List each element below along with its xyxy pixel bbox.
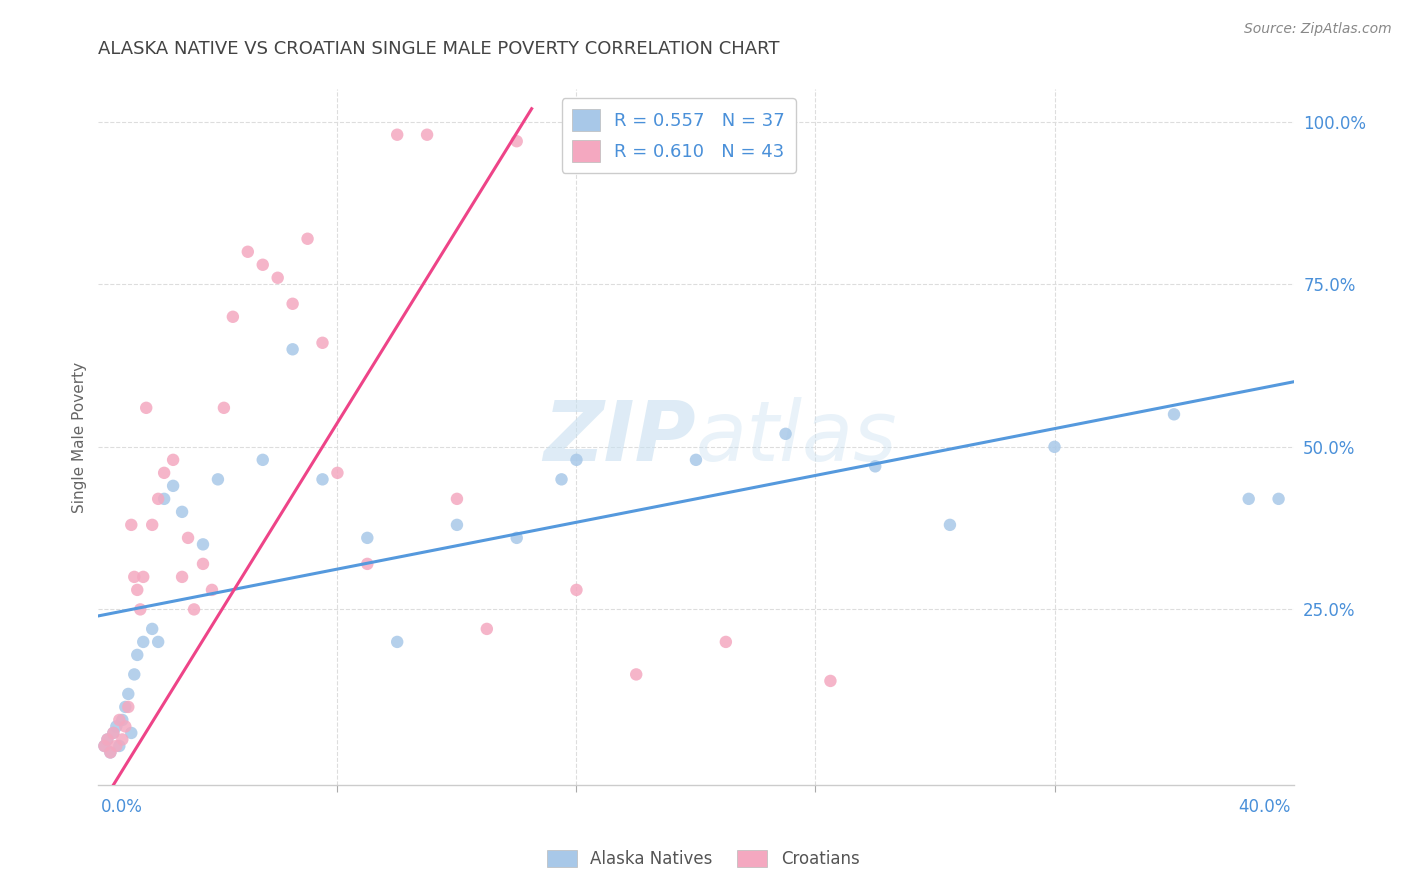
Point bbox=[103, 726, 125, 740]
Text: ZIP: ZIP bbox=[543, 397, 696, 477]
Point bbox=[775, 426, 797, 441]
Point bbox=[105, 719, 128, 733]
Y-axis label: Single Male Poverty: Single Male Poverty bbox=[72, 361, 87, 513]
Point bbox=[114, 700, 136, 714]
Point bbox=[416, 128, 439, 142]
Point bbox=[385, 635, 409, 649]
Point bbox=[475, 622, 498, 636]
Point bbox=[212, 401, 235, 415]
Point bbox=[148, 635, 170, 649]
Point bbox=[148, 491, 170, 506]
Point bbox=[111, 732, 134, 747]
Text: 0.0%: 0.0% bbox=[101, 797, 143, 815]
Point bbox=[172, 570, 194, 584]
Point bbox=[124, 667, 146, 681]
Point bbox=[446, 517, 468, 532]
Point bbox=[120, 517, 142, 532]
Point bbox=[103, 726, 125, 740]
Point bbox=[117, 700, 139, 714]
Point bbox=[565, 453, 588, 467]
Legend: R = 0.557   N = 37, R = 0.610   N = 43: R = 0.557 N = 37, R = 0.610 N = 43 bbox=[561, 98, 796, 173]
Point bbox=[135, 401, 157, 415]
Point bbox=[550, 472, 572, 486]
Point bbox=[1163, 407, 1185, 421]
Point bbox=[120, 726, 142, 740]
Point bbox=[356, 557, 378, 571]
Point bbox=[820, 673, 842, 688]
Point bbox=[252, 258, 274, 272]
Point bbox=[281, 343, 304, 357]
Point bbox=[326, 466, 349, 480]
Point bbox=[865, 459, 887, 474]
Point bbox=[108, 713, 131, 727]
Point bbox=[191, 537, 214, 551]
Point bbox=[98, 746, 122, 760]
Point bbox=[624, 667, 647, 681]
Point bbox=[311, 335, 333, 350]
Point bbox=[385, 128, 409, 142]
Point bbox=[236, 244, 259, 259]
Text: 40.0%: 40.0% bbox=[1239, 797, 1291, 815]
Point bbox=[117, 687, 139, 701]
Legend: Alaska Natives, Croatians: Alaska Natives, Croatians bbox=[540, 843, 866, 875]
Text: ALASKA NATIVE VS CROATIAN SINGLE MALE POVERTY CORRELATION CHART: ALASKA NATIVE VS CROATIAN SINGLE MALE PO… bbox=[98, 40, 780, 58]
Point bbox=[1043, 440, 1066, 454]
Point bbox=[685, 453, 707, 467]
Point bbox=[141, 622, 163, 636]
Point bbox=[124, 570, 146, 584]
Point bbox=[127, 648, 149, 662]
Point bbox=[939, 517, 962, 532]
Point bbox=[297, 232, 319, 246]
Point bbox=[162, 479, 184, 493]
Point bbox=[1237, 491, 1260, 506]
Point bbox=[506, 134, 529, 148]
Text: Source: ZipAtlas.com: Source: ZipAtlas.com bbox=[1244, 22, 1392, 37]
Point bbox=[177, 531, 200, 545]
Point bbox=[356, 531, 378, 545]
Point bbox=[172, 505, 194, 519]
Point bbox=[127, 582, 149, 597]
Point bbox=[153, 466, 176, 480]
Point bbox=[153, 491, 176, 506]
Point bbox=[132, 570, 155, 584]
Point bbox=[252, 453, 274, 467]
Point bbox=[714, 635, 737, 649]
Point bbox=[114, 719, 136, 733]
Point bbox=[201, 582, 224, 597]
Point bbox=[506, 531, 529, 545]
Point bbox=[132, 635, 155, 649]
Point bbox=[105, 739, 128, 753]
Point bbox=[565, 582, 588, 597]
Point bbox=[1267, 491, 1289, 506]
Point bbox=[281, 297, 304, 311]
Text: atlas: atlas bbox=[696, 397, 897, 477]
Point bbox=[93, 739, 115, 753]
Point bbox=[108, 739, 131, 753]
Point bbox=[222, 310, 245, 324]
Point bbox=[111, 713, 134, 727]
Point bbox=[267, 270, 290, 285]
Point bbox=[141, 517, 163, 532]
Point bbox=[446, 491, 468, 506]
Point bbox=[96, 732, 118, 747]
Point bbox=[162, 453, 184, 467]
Point bbox=[98, 746, 122, 760]
Point bbox=[93, 739, 115, 753]
Point bbox=[191, 557, 214, 571]
Point bbox=[183, 602, 205, 616]
Point bbox=[129, 602, 152, 616]
Point bbox=[207, 472, 229, 486]
Point bbox=[311, 472, 333, 486]
Point bbox=[96, 732, 118, 747]
